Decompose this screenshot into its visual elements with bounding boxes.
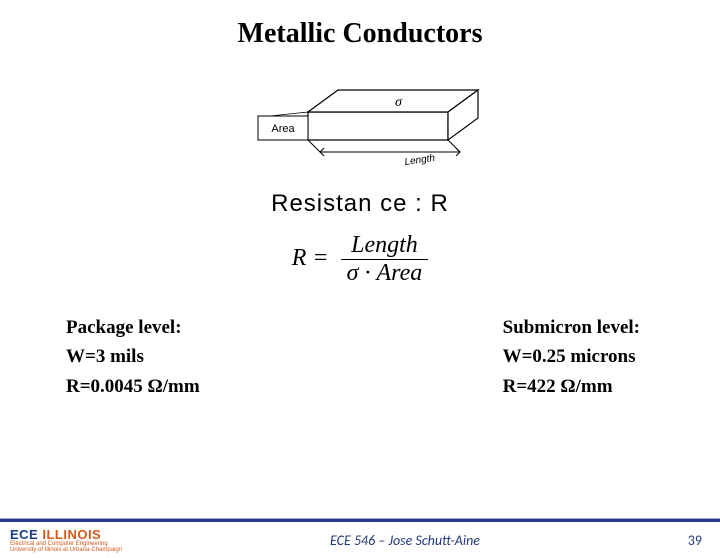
area-label: Area — [271, 123, 295, 135]
submicron-heading: Submicron level: — [503, 313, 640, 342]
formula-lhs: R — [292, 245, 307, 271]
footer-center-text: ECE 546 – Jose Schutt-Aine — [140, 532, 670, 549]
logo-illinois-text: ILLINOIS — [42, 527, 101, 542]
logo-ece-text: ECE — [10, 527, 42, 542]
page-number: 39 — [670, 532, 720, 549]
length-label: Length — [404, 153, 436, 168]
package-level-column: Package level: W=3 mils R=0.0045 Ω/mm — [66, 313, 200, 401]
sigma-label: σ — [395, 95, 403, 110]
slide-title: Metallic Conductors — [0, 18, 720, 50]
conductor-diagram: σ Area Length — [230, 72, 490, 182]
package-heading: Package level: — [66, 313, 200, 342]
footer: ECE ILLINOIS Electrical and Computer Eng… — [0, 522, 720, 558]
level-columns: Package level: W=3 mils R=0.0045 Ω/mm Su… — [0, 313, 720, 401]
submicron-width: W=0.25 microns — [503, 342, 640, 371]
ece-illinois-logo: ECE ILLINOIS Electrical and Computer Eng… — [0, 528, 140, 553]
resistance-heading: Resistan ce : R — [0, 190, 720, 218]
formula-denominator: σ · Area — [341, 260, 429, 287]
package-width: W=3 mils — [66, 342, 200, 371]
submicron-resistance: R=422 Ω/mm — [503, 372, 640, 401]
resistance-formula: R = Length σ · Area — [0, 232, 720, 287]
logo-univ: University of Illinois at Urbana-Champai… — [10, 547, 140, 553]
formula-numerator: Length — [341, 232, 429, 260]
package-resistance: R=0.0045 Ω/mm — [66, 372, 200, 401]
submicron-level-column: Submicron level: W=0.25 microns R=422 Ω/… — [503, 313, 640, 401]
formula-fraction: Length σ · Area — [341, 232, 429, 287]
